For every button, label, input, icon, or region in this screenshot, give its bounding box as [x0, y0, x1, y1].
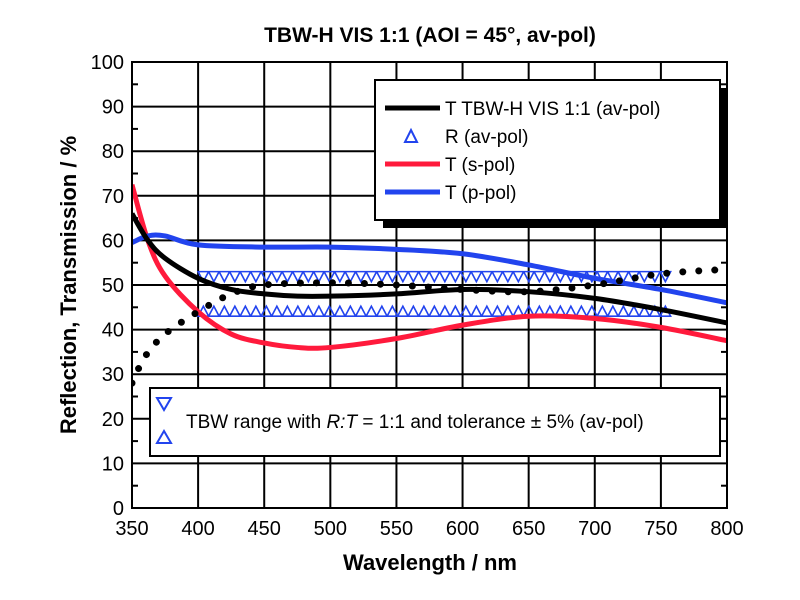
x-tick-label: 600	[446, 518, 479, 540]
series-line-3	[132, 232, 727, 306]
legend: T TBW-H VIS 1:1 (av-pol) R (av-pol) T (s-p…	[374, 79, 728, 228]
x-axis-label: Wavelength / nm	[343, 550, 517, 575]
chart-title: TBW-H VIS 1:1 (AOI = 45°, av-pol)	[264, 24, 596, 47]
up-triangle-icon	[155, 429, 173, 444]
y-tick-label: 70	[102, 186, 124, 208]
y-tick-label: 90	[102, 97, 124, 119]
x-tick-label: 800	[710, 518, 743, 540]
y-tick-label: 50	[102, 275, 124, 297]
legend-label: R (av-pol)	[445, 127, 528, 148]
y-axis-label: Reflection, Transmission / %	[56, 136, 81, 434]
x-tick-label: 700	[578, 518, 611, 540]
plot-frame	[131, 61, 728, 509]
series-group	[132, 183, 727, 387]
y-tick-label: 0	[113, 498, 124, 520]
down-triangle-icon	[155, 397, 173, 412]
legend-box	[374, 79, 721, 221]
x-tick-label: 750	[644, 518, 677, 540]
y-tick-label: 100	[91, 52, 124, 74]
y-tick-label: 20	[102, 409, 124, 431]
x-tick-label: 400	[181, 518, 214, 540]
x-tick-label: 450	[248, 518, 281, 540]
band-legend: TBW range with R:T = 1:1 and tolerance ±…	[149, 387, 721, 457]
y-tick-label: 10	[102, 453, 124, 475]
y-tick-label: 60	[102, 230, 124, 252]
legend-label: T (s-pol)	[445, 155, 515, 176]
legend-label: T (p-pol)	[445, 183, 516, 204]
x-tick-label: 350	[115, 518, 148, 540]
series-line-1	[132, 265, 727, 387]
ticks: 350 400 450 500 550 600 650 700 750 800 0 10 20 30 40 5…	[91, 52, 744, 540]
y-tick-label: 30	[102, 364, 124, 386]
y-tick-label: 40	[102, 320, 124, 342]
x-tick-label: 500	[314, 518, 347, 540]
band-legend-label: TBW range with R:T = 1:1 and tolerance ±…	[186, 412, 644, 433]
x-tick-label: 550	[380, 518, 413, 540]
series-line-0	[132, 212, 727, 326]
legend-label: T TBW-H VIS 1:1 (av-pol)	[445, 99, 660, 120]
series-line-2	[132, 183, 727, 351]
x-tick-label: 650	[512, 518, 545, 540]
y-tick-label: 80	[102, 141, 124, 163]
tolerance-lower-markers	[196, 304, 672, 318]
legend-triangle-icon	[403, 127, 419, 143]
